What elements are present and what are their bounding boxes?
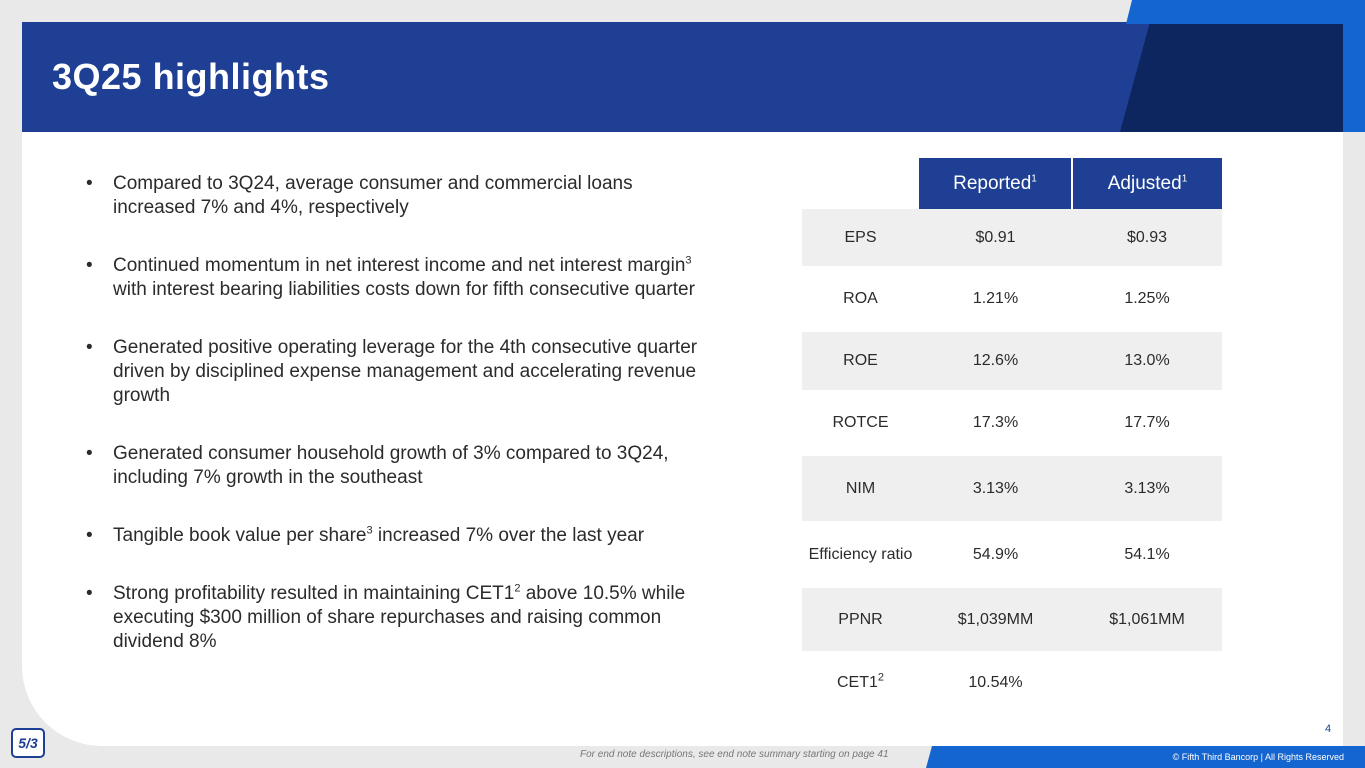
table-row: PPNR $1,039MM $1,061MM bbox=[802, 588, 1222, 651]
header-reported: Reported1 bbox=[919, 158, 1072, 209]
metric-name: NIM bbox=[802, 456, 919, 521]
bullet-dot-icon: • bbox=[86, 583, 93, 604]
reported-value: 17.3% bbox=[972, 414, 1019, 431]
page-number: 4 bbox=[1325, 723, 1332, 735]
bullet-dot-icon: • bbox=[86, 525, 93, 546]
table-row: Efficiency ratio 54.9% 54.1% bbox=[802, 521, 1222, 588]
accent-stripe bbox=[1126, 0, 1365, 24]
metric-name: ROA bbox=[843, 290, 878, 307]
endnote-ref: 3 bbox=[366, 524, 373, 537]
table-row: EPS $0.91 $0.93 bbox=[802, 209, 1222, 266]
copyright-notice: © Fifth Third Bancorp | All Rights Reser… bbox=[1172, 752, 1344, 762]
bullet-item: • Continued momentum in net interest inco… bbox=[86, 254, 695, 300]
table-row: ROE 12.6% 13.0% bbox=[802, 332, 1222, 390]
reported-value: 1.21% bbox=[972, 290, 1019, 307]
bullet-dot-icon: • bbox=[86, 443, 93, 464]
banner-dark-panel bbox=[1120, 22, 1343, 132]
metric-name: Efficiency ratio bbox=[808, 545, 913, 563]
adjusted-value: $1,061MM bbox=[1072, 588, 1222, 651]
adjusted-value: 3.13% bbox=[1072, 456, 1222, 521]
reported-value: $1,039MM bbox=[919, 588, 1072, 651]
adjusted-value: 17.7% bbox=[1124, 414, 1170, 431]
endnote-ref: 2 bbox=[877, 671, 885, 684]
adjusted-value: 1.25% bbox=[1124, 290, 1170, 307]
metric-name: ROE bbox=[802, 332, 919, 390]
adjusted-value: $0.93 bbox=[1072, 209, 1222, 266]
bullet-item: • Tangible book value per share3 increase… bbox=[86, 524, 645, 546]
accent-side-bar bbox=[1343, 0, 1365, 132]
footer-bar bbox=[926, 746, 1365, 768]
metric-name: PPNR bbox=[802, 588, 919, 651]
reported-value: $0.91 bbox=[919, 209, 1072, 266]
bullet-dot-icon: • bbox=[86, 255, 93, 276]
adjusted-value bbox=[1072, 651, 1222, 715]
adjusted-value: 54.1% bbox=[1124, 545, 1170, 563]
endnote-ref: 2 bbox=[514, 582, 521, 595]
reported-value: 54.9% bbox=[972, 545, 1019, 563]
bullet-item: • Strong profitability resulted in mainta… bbox=[86, 582, 686, 652]
bullet-dot-icon: • bbox=[86, 173, 93, 194]
table-row: ROTCE 17.3% 17.7% bbox=[802, 390, 1222, 456]
endnote-footnote: For end note descriptions, see end note … bbox=[580, 749, 889, 760]
endnote-ref: 3 bbox=[685, 254, 692, 267]
reported-value: 10.54% bbox=[968, 674, 1023, 691]
header-adjusted: Adjusted1 bbox=[1071, 158, 1222, 209]
reported-value: 12.6% bbox=[919, 332, 1072, 390]
page-title: 3Q25 highlights bbox=[52, 56, 330, 97]
reported-value: 3.13% bbox=[919, 456, 1072, 521]
table-row: CET12 10.54% bbox=[802, 651, 1222, 715]
bullet-item: • Generated positive operating leverage f… bbox=[86, 337, 698, 406]
table-row: NIM 3.13% 3.13% bbox=[802, 456, 1222, 521]
adjusted-value: 13.0% bbox=[1072, 332, 1222, 390]
metric-name: CET12 bbox=[836, 671, 885, 691]
title-banner: 3Q25 highlights bbox=[22, 22, 1343, 132]
bullet-item: • Compared to 3Q24, average consumer and … bbox=[86, 173, 633, 218]
fifth-third-logo-icon: 5/3 bbox=[11, 728, 45, 758]
table-row: ROA 1.21% 1.25% bbox=[802, 266, 1222, 332]
bullet-item: • Generated consumer household growth of … bbox=[86, 443, 669, 488]
metric-name: EPS bbox=[802, 209, 919, 266]
table-header-row: Reported1 Adjusted1 bbox=[802, 158, 1222, 209]
metric-name: ROTCE bbox=[832, 414, 889, 431]
metrics-table: Reported1 Adjusted1 EPS $0.91 $0.93 ROA … bbox=[802, 158, 1222, 715]
highlights-list: • Compared to 3Q24, average consumer and … bbox=[86, 172, 706, 688]
bullet-dot-icon: • bbox=[86, 337, 93, 358]
